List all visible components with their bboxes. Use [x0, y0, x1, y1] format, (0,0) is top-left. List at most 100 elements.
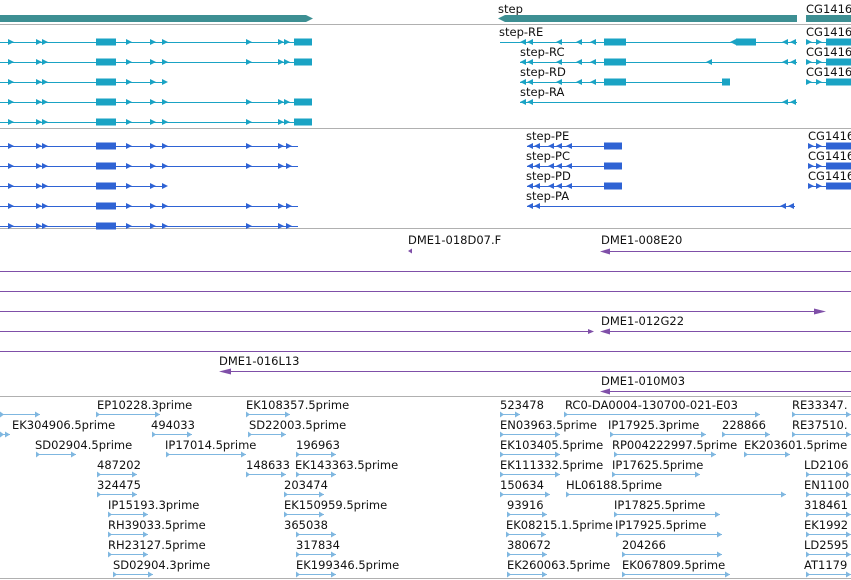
est-feature[interactable] [108, 511, 148, 518]
est-feature[interactable] [108, 551, 148, 558]
est-label[interactable]: 324475 [97, 478, 141, 492]
est-label[interactable]: IP17625.5prime [612, 458, 703, 472]
est-feature[interactable] [507, 551, 547, 558]
est-feature[interactable] [113, 571, 153, 578]
clone-feature[interactable]: DME1-012G22 [600, 314, 851, 335]
est-label[interactable]: 318461 [804, 498, 848, 512]
est-feature[interactable] [500, 491, 550, 498]
est-feature[interactable] [614, 451, 716, 458]
est-feature[interactable] [500, 431, 560, 438]
est-feature[interactable] [296, 471, 336, 478]
est-feature[interactable] [566, 491, 786, 498]
est-label[interactable]: RP004222997.5prime [612, 438, 737, 452]
transcript-cg-group[interactable]: CG1416 CG1416 CG1416 [806, 25, 851, 86]
est-label[interactable]: 203474 [284, 478, 328, 492]
est-feature[interactable] [152, 431, 192, 438]
est-label[interactable]: 523478 [500, 398, 544, 412]
clone-feature[interactable]: DME1-018D07.F [408, 233, 501, 254]
est-feature[interactable] [296, 571, 336, 578]
est-feature[interactable] [248, 431, 286, 438]
est-feature[interactable] [500, 411, 520, 418]
est-label[interactable]: EK103405.5prime [500, 438, 603, 452]
est-label[interactable]: RC0-DA0004-130700-021-E03 [565, 398, 738, 412]
est-feature[interactable] [296, 531, 336, 538]
est-label[interactable]: LD2595 [804, 538, 849, 552]
est-label[interactable]: 228866 [722, 418, 766, 432]
est-feature[interactable] [500, 451, 560, 458]
est-feature[interactable] [284, 491, 324, 498]
est-feature[interactable] [792, 431, 851, 438]
est-feature[interactable] [507, 511, 547, 518]
est-label[interactable]: EK260063.5prime [507, 558, 610, 572]
est-label[interactable]: 148633 [246, 458, 290, 472]
est-feature[interactable] [296, 451, 336, 458]
est-label[interactable]: IP17014.5prime [165, 438, 256, 452]
est-label[interactable]: EK111332.5prime [500, 458, 603, 472]
est-feature[interactable] [622, 551, 722, 558]
est-label[interactable]: IP17925.5prime [615, 518, 706, 532]
clone-feature[interactable] [0, 308, 826, 315]
est-feature[interactable] [507, 571, 547, 578]
est-label[interactable]: EK067809.5prime [622, 558, 725, 572]
clone-feature[interactable] [0, 329, 594, 334]
est-feature[interactable] [610, 431, 706, 438]
est-label[interactable]: 487202 [97, 458, 141, 472]
est-feature[interactable] [506, 531, 546, 538]
clone-feature[interactable]: DME1-016L13 [219, 354, 851, 375]
est-feature[interactable] [722, 431, 770, 438]
est-label[interactable]: RE37510. [792, 418, 848, 432]
est-feature[interactable] [284, 511, 324, 518]
est-label[interactable]: EK199346.5prime [296, 558, 399, 572]
est-feature[interactable] [806, 491, 851, 498]
est-label[interactable]: SD02904.5prime [35, 438, 132, 452]
est-feature[interactable] [246, 411, 290, 418]
est-label[interactable]: 196963 [296, 438, 340, 452]
est-feature[interactable] [500, 471, 560, 478]
est-feature[interactable] [612, 471, 700, 478]
est-feature[interactable] [246, 471, 286, 478]
clone-feature[interactable]: DME1-010M03 [600, 374, 851, 395]
est-feature[interactable] [806, 511, 851, 518]
est-label[interactable]: SD02904.3prime [113, 558, 210, 572]
est-label[interactable]: 380672 [507, 538, 551, 552]
protein-cg-group[interactable]: CG1416 CG1416 CG1416 [808, 129, 851, 190]
est-label[interactable]: IP15193.3prime [108, 498, 199, 512]
est-label[interactable]: HL06188.5prime [566, 478, 662, 492]
est-label[interactable]: 204266 [622, 538, 666, 552]
gene-feature-step[interactable]: step [498, 2, 797, 22]
est-feature[interactable] [622, 571, 730, 578]
est-label[interactable]: IP17825.5prime [614, 498, 705, 512]
est-label[interactable]: SD22003.5prime [249, 418, 346, 432]
est-label[interactable]: EP10228.3prime [97, 398, 192, 412]
est-feature[interactable] [96, 411, 160, 418]
gene-feature-cg1416[interactable]: CG1416 [806, 2, 851, 22]
est-label[interactable]: 93916 [507, 498, 544, 512]
est-feature[interactable] [806, 551, 851, 558]
est-label[interactable]: 365038 [284, 518, 328, 532]
est-feature[interactable] [97, 471, 137, 478]
est-feature[interactable] [806, 471, 851, 478]
est-label[interactable]: 150634 [500, 478, 544, 492]
est-label[interactable]: EK108357.5prime [246, 398, 349, 412]
est-label[interactable]: EK143363.5prime [295, 458, 398, 472]
est-feature[interactable] [616, 531, 722, 538]
est-label[interactable]: 317834 [296, 538, 340, 552]
est-feature[interactable] [0, 411, 40, 418]
est-feature[interactable] [614, 511, 720, 518]
est-feature[interactable] [806, 531, 851, 538]
est-label[interactable]: EK304906.5prime [12, 418, 115, 432]
protein-left-group[interactable] [0, 142, 298, 230]
est-feature[interactable] [564, 411, 760, 418]
est-feature[interactable] [36, 451, 76, 458]
est-label[interactable]: LD2106 [804, 458, 849, 472]
est-feature[interactable] [744, 451, 790, 458]
est-label[interactable]: IP17925.3prime [608, 418, 699, 432]
est-feature[interactable] [792, 411, 851, 418]
est-label[interactable]: AT1179 [804, 558, 847, 572]
est-feature[interactable] [166, 451, 246, 458]
clone-feature[interactable]: DME1-008E20 [600, 233, 851, 255]
est-feature[interactable] [108, 531, 148, 538]
transcript-left-group[interactable] [0, 38, 312, 126]
est-feature[interactable] [296, 551, 336, 558]
est-label[interactable]: RH39033.5prime [108, 518, 206, 532]
